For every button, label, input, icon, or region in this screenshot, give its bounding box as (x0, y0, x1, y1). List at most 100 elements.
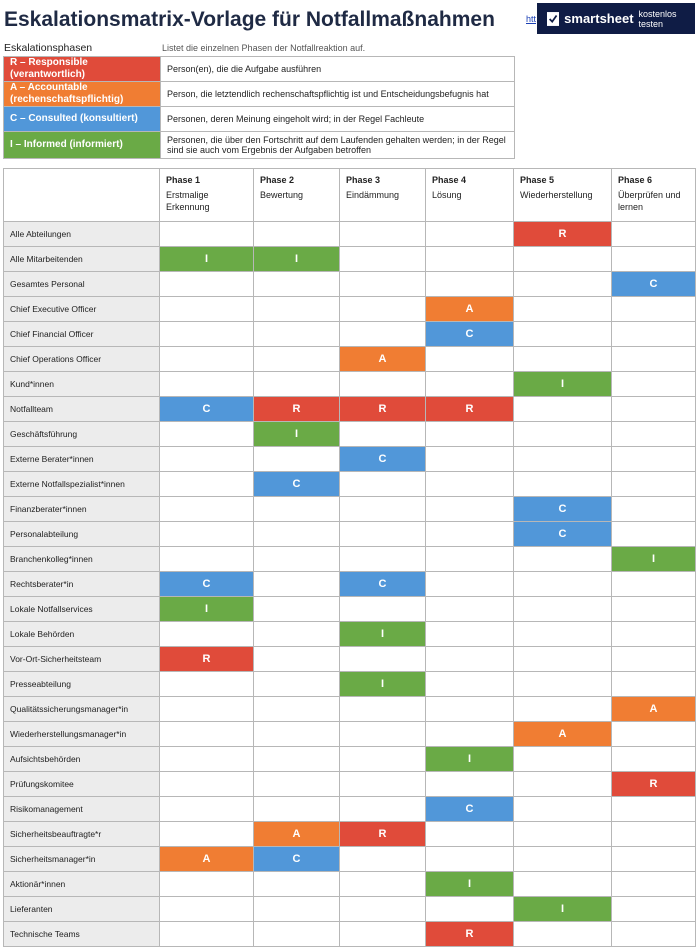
raci-cell[interactable]: C (425, 321, 514, 347)
raci-cell[interactable] (159, 271, 254, 297)
raci-cell[interactable]: I (159, 246, 254, 272)
raci-cell[interactable]: I (611, 546, 696, 572)
raci-cell[interactable] (513, 846, 612, 872)
raci-cell[interactable]: I (425, 746, 514, 772)
raci-cell[interactable] (339, 696, 426, 722)
raci-cell[interactable] (159, 796, 254, 822)
raci-cell[interactable] (339, 246, 426, 272)
raci-cell[interactable] (513, 471, 612, 497)
raci-cell[interactable] (253, 321, 340, 347)
raci-cell[interactable] (339, 771, 426, 797)
raci-cell[interactable] (339, 496, 426, 522)
free-trial-link[interactable]: kostenlos testen (638, 8, 677, 29)
raci-cell[interactable] (611, 296, 696, 322)
raci-cell[interactable] (611, 371, 696, 397)
raci-cell[interactable]: C (159, 396, 254, 422)
raci-cell[interactable]: R (425, 396, 514, 422)
raci-cell[interactable] (159, 296, 254, 322)
raci-cell[interactable] (513, 246, 612, 272)
raci-cell[interactable] (159, 896, 254, 922)
raci-cell[interactable]: I (339, 621, 426, 647)
raci-cell[interactable] (513, 821, 612, 847)
raci-cell[interactable] (611, 746, 696, 772)
raci-cell[interactable] (253, 746, 340, 772)
raci-cell[interactable] (339, 896, 426, 922)
raci-cell[interactable] (425, 421, 514, 447)
raci-cell[interactable] (339, 846, 426, 872)
raci-cell[interactable] (159, 496, 254, 522)
raci-cell[interactable]: C (513, 521, 612, 547)
raci-cell[interactable] (611, 596, 696, 622)
raci-cell[interactable] (513, 346, 612, 372)
raci-cell[interactable] (425, 546, 514, 572)
raci-cell[interactable]: I (159, 596, 254, 622)
raci-cell[interactable] (159, 446, 254, 472)
raci-cell[interactable] (513, 396, 612, 422)
raci-cell[interactable] (425, 446, 514, 472)
raci-cell[interactable] (611, 871, 696, 897)
raci-cell[interactable]: A (339, 346, 426, 372)
raci-cell[interactable]: C (159, 571, 254, 597)
raci-cell[interactable]: R (425, 921, 514, 947)
raci-cell[interactable] (159, 371, 254, 397)
raci-cell[interactable] (159, 771, 254, 797)
raci-cell[interactable] (611, 246, 696, 272)
raci-cell[interactable] (159, 696, 254, 722)
raci-cell[interactable] (253, 696, 340, 722)
raci-cell[interactable] (513, 421, 612, 447)
raci-cell[interactable] (253, 496, 340, 522)
raci-cell[interactable] (425, 471, 514, 497)
raci-cell[interactable] (159, 721, 254, 747)
raci-cell[interactable] (611, 446, 696, 472)
raci-cell[interactable] (253, 271, 340, 297)
raci-cell[interactable]: I (513, 371, 612, 397)
raci-cell[interactable] (159, 871, 254, 897)
raci-cell[interactable]: C (611, 271, 696, 297)
raci-cell[interactable] (159, 621, 254, 647)
raci-cell[interactable] (513, 746, 612, 772)
raci-cell[interactable] (611, 321, 696, 347)
raci-cell[interactable] (339, 796, 426, 822)
raci-cell[interactable] (425, 571, 514, 597)
raci-cell[interactable] (611, 571, 696, 597)
raci-cell[interactable] (159, 321, 254, 347)
raci-cell[interactable]: C (425, 796, 514, 822)
raci-cell[interactable] (339, 371, 426, 397)
raci-cell[interactable]: R (611, 771, 696, 797)
raci-cell[interactable] (253, 771, 340, 797)
raci-cell[interactable] (253, 896, 340, 922)
raci-cell[interactable] (253, 371, 340, 397)
raci-cell[interactable] (611, 896, 696, 922)
raci-cell[interactable]: A (425, 296, 514, 322)
raci-cell[interactable] (159, 521, 254, 547)
raci-cell[interactable] (513, 696, 612, 722)
raci-cell[interactable] (253, 621, 340, 647)
raci-cell[interactable] (339, 321, 426, 347)
raci-cell[interactable] (253, 296, 340, 322)
raci-cell[interactable] (339, 271, 426, 297)
raci-cell[interactable] (611, 471, 696, 497)
raci-cell[interactable] (611, 721, 696, 747)
raci-cell[interactable]: A (253, 821, 340, 847)
raci-cell[interactable] (513, 571, 612, 597)
raci-cell[interactable] (425, 521, 514, 547)
raci-cell[interactable] (159, 346, 254, 372)
raci-cell[interactable] (611, 796, 696, 822)
raci-cell[interactable]: A (159, 846, 254, 872)
raci-cell[interactable] (611, 496, 696, 522)
raci-cell[interactable] (159, 221, 254, 247)
raci-cell[interactable] (159, 471, 254, 497)
raci-cell[interactable] (339, 296, 426, 322)
raci-cell[interactable] (425, 371, 514, 397)
raci-cell[interactable] (339, 471, 426, 497)
raci-cell[interactable] (425, 596, 514, 622)
raci-cell[interactable] (425, 346, 514, 372)
raci-cell[interactable] (513, 621, 612, 647)
raci-cell[interactable] (339, 646, 426, 672)
raci-cell[interactable] (253, 646, 340, 672)
raci-cell[interactable]: I (339, 671, 426, 697)
raci-cell[interactable] (513, 771, 612, 797)
raci-cell[interactable]: A (513, 721, 612, 747)
raci-cell[interactable] (159, 546, 254, 572)
raci-cell[interactable] (611, 921, 696, 947)
